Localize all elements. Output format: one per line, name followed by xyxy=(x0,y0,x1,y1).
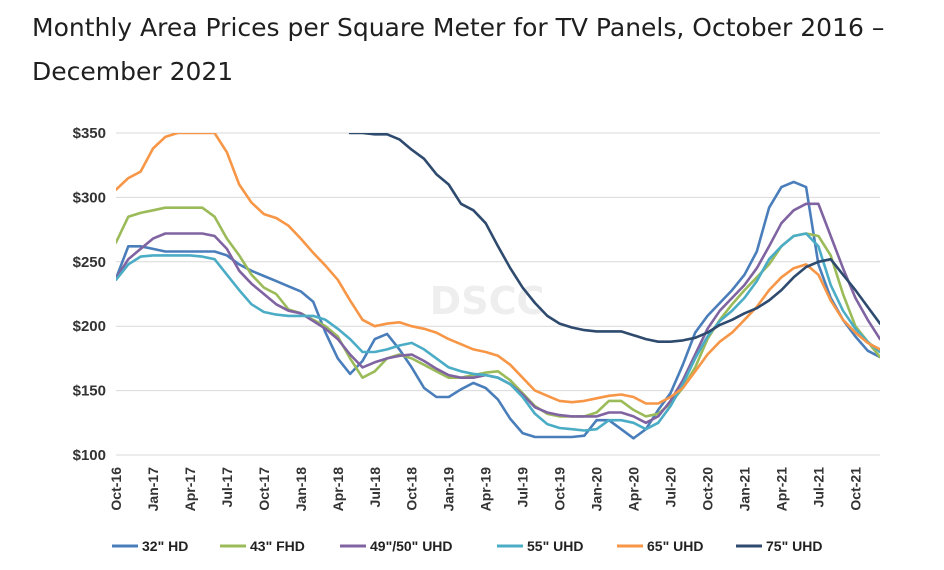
legend-label: 43" FHD xyxy=(250,538,305,554)
x-tick-label: Apr-20 xyxy=(626,467,642,512)
x-tick-label: Oct-17 xyxy=(256,467,272,511)
x-tick-label: Jan-17 xyxy=(145,467,161,512)
legend-item-4: 65" UHD xyxy=(617,538,703,554)
x-tick-label: Oct-19 xyxy=(552,467,568,511)
x-tick-label: Oct-16 xyxy=(108,467,124,511)
x-tick-label: Jan-20 xyxy=(589,467,605,512)
legend: 32" HD 43" FHD 49"/50" UHD 55" UHD 65" UHD 75… xyxy=(112,538,822,554)
x-tick-label: Oct-18 xyxy=(404,467,420,511)
x-tick-label: Apr-21 xyxy=(773,467,789,512)
plot-area xyxy=(116,133,880,440)
x-tick-label: Jan-19 xyxy=(441,467,457,512)
x-tick-label: Jul-20 xyxy=(663,467,679,508)
x-tick-label: Oct-21 xyxy=(847,467,863,511)
legend-item-2: 49"/50" UHD xyxy=(340,538,453,554)
x-tick-label: Jul-18 xyxy=(367,467,383,508)
watermark: DSCC xyxy=(430,279,545,323)
x-tick-label: Jan-21 xyxy=(736,467,752,512)
y-tick-label: $350 xyxy=(73,125,106,142)
series-line-3 xyxy=(116,232,880,432)
y-tick-label: $200 xyxy=(73,318,106,335)
series-line-0 xyxy=(116,180,880,440)
y-tick-label: $250 xyxy=(73,254,106,271)
y-tick-label: $300 xyxy=(73,189,106,206)
x-tick-label: Apr-19 xyxy=(478,467,494,512)
legend-item-1: 43" FHD xyxy=(220,538,305,554)
y-axis-labels: $100 $150 $200 $250 $300 $350 xyxy=(73,125,106,464)
x-tick-label: Jul-19 xyxy=(515,467,531,508)
x-tick-label: Jul-21 xyxy=(810,467,826,508)
chart-title: Monthly Area Prices per Square Meter for… xyxy=(32,13,885,86)
legend-label: 32" HD xyxy=(142,538,188,554)
series-line-5 xyxy=(348,133,880,343)
legend-item-0: 32" HD xyxy=(112,538,188,554)
x-axis-labels: Oct-16 Jan-17 Apr-17 Jul-17 Oct-17 Jan-18 Apr-… xyxy=(108,467,863,512)
legend-label: 49"/50" UHD xyxy=(370,538,453,554)
legend-label: 55" UHD xyxy=(527,538,583,554)
y-tick-label: $100 xyxy=(73,447,106,464)
x-tick-label: Apr-17 xyxy=(182,467,198,512)
x-tick-label: Apr-18 xyxy=(330,467,346,512)
y-tick-label: $150 xyxy=(73,383,106,400)
legend-label: 75" UHD xyxy=(766,538,822,554)
legend-item-5: 75" UHD xyxy=(736,538,822,554)
x-tick-label: Jan-18 xyxy=(293,467,309,512)
x-tick-label: Jul-17 xyxy=(219,467,235,508)
legend-item-3: 55" UHD xyxy=(497,538,583,554)
series-line-1 xyxy=(116,206,880,418)
legend-label: 65" UHD xyxy=(647,538,703,554)
x-tick-label: Oct-20 xyxy=(699,467,715,511)
